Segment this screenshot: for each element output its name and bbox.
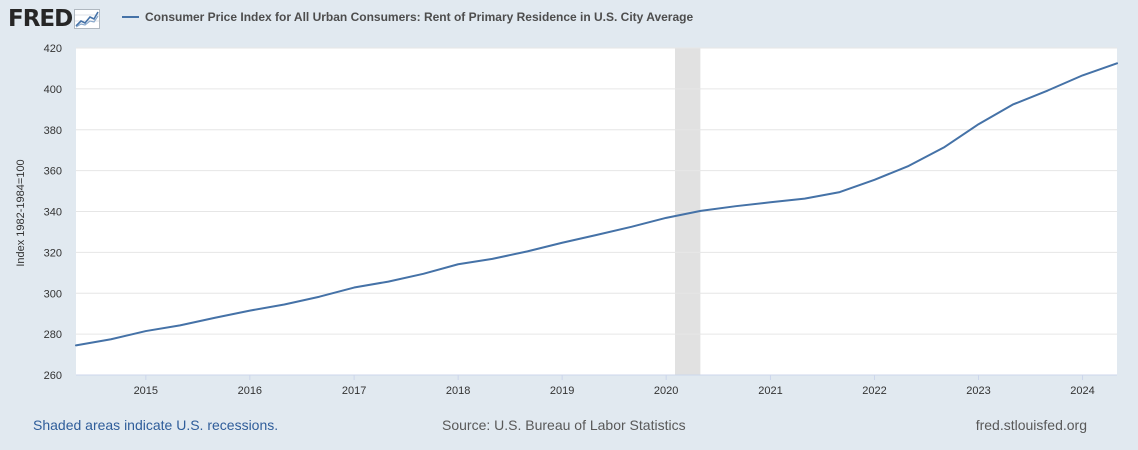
fred-logo[interactable]: FRED	[8, 6, 101, 32]
x-tick-label-2024: 2024	[1070, 385, 1094, 397]
chart-legend: Consumer Price Index for All Urban Consu…	[122, 10, 693, 24]
y-tick-label-300: 300	[44, 288, 62, 300]
site-link[interactable]: fred.stlouisfed.org	[975, 417, 1087, 433]
legend-swatch	[122, 16, 139, 18]
y-axis-label: Index 1982-1984=100	[15, 159, 27, 266]
chart-trend-icon	[74, 9, 101, 29]
recession-note-link[interactable]: Shaded areas indicate U.S. recessions.	[33, 417, 279, 433]
y-tick-label-400: 400	[44, 84, 62, 96]
x-tick-label-2017: 2017	[342, 385, 366, 397]
series-line-0	[75, 62, 1118, 347]
x-tick-label-2020: 2020	[654, 385, 678, 397]
x-tick-label-2016: 2016	[238, 385, 262, 397]
chart-title: Consumer Price Index for All Urban Consu…	[145, 10, 694, 24]
line-chart: 260 280 300 320 340 360 380 400 420 2015 2016 2017…	[15, 43, 1118, 397]
y-tick-label-260: 260	[44, 370, 62, 382]
y-tick-label-380: 380	[44, 125, 62, 137]
y-tick-label-360: 360	[44, 166, 62, 178]
y-tick-label-320: 320	[44, 247, 62, 259]
fred-logo-text: FRED	[8, 6, 73, 32]
y-tick-label-280: 280	[44, 329, 62, 341]
x-tick-label-2015: 2015	[134, 385, 158, 397]
y-tick-label-420: 420	[44, 43, 62, 55]
x-tick-label-2021: 2021	[758, 385, 782, 397]
y-tick-label-340: 340	[44, 207, 62, 219]
x-tick-label-2019: 2019	[550, 385, 574, 397]
source-label: Source: U.S. Bureau of Labor Statistics	[442, 417, 686, 433]
x-tick-label-2018: 2018	[446, 385, 470, 397]
x-tick-label-2022: 2022	[862, 385, 886, 397]
x-tick-label-2023: 2023	[966, 385, 990, 397]
